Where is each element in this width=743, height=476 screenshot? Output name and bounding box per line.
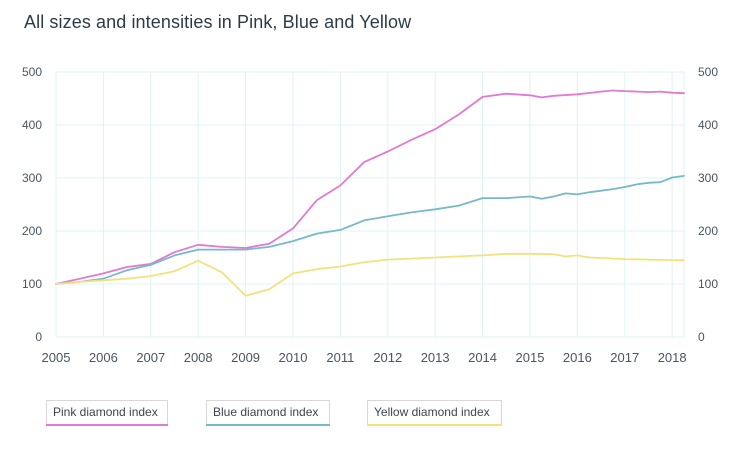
legend-item-yellow[interactable]: Yellow diamond index bbox=[367, 400, 502, 426]
series-lines bbox=[55, 89, 685, 297]
y-tick-right-100: 100 bbox=[698, 277, 718, 291]
x-tick-2009: 2009 bbox=[231, 350, 260, 365]
x-tick-2012: 2012 bbox=[373, 350, 402, 365]
y-tick-right-0: 0 bbox=[698, 330, 705, 344]
y-tick-left-400: 400 bbox=[22, 118, 42, 132]
chart-title: All sizes and intensities in Pink, Blue … bbox=[24, 12, 412, 32]
x-tick-2005: 2005 bbox=[42, 350, 71, 365]
y-tick-left-0: 0 bbox=[35, 330, 42, 344]
x-tick-2016: 2016 bbox=[563, 350, 592, 365]
x-tick-2010: 2010 bbox=[279, 350, 308, 365]
series-line-blue bbox=[55, 175, 685, 285]
x-tick-2008: 2008 bbox=[184, 350, 213, 365]
y-tick-right-400: 400 bbox=[698, 118, 718, 132]
x-tick-2018: 2018 bbox=[658, 350, 687, 365]
legend-swatch-blue bbox=[206, 424, 330, 426]
legend-item-pink[interactable]: Pink diamond index bbox=[46, 400, 168, 426]
y-tick-right-500: 500 bbox=[698, 65, 718, 79]
legend-swatch-pink bbox=[46, 424, 168, 426]
y-tick-left-500: 500 bbox=[22, 65, 42, 79]
y-tick-right-300: 300 bbox=[698, 171, 718, 185]
legend-item-blue[interactable]: Blue diamond index bbox=[206, 400, 330, 426]
legend-label-pink: Pink diamond index bbox=[53, 405, 158, 419]
grid bbox=[55, 71, 685, 338]
x-tick-2007: 2007 bbox=[136, 350, 165, 365]
y-tick-left-300: 300 bbox=[22, 171, 42, 185]
legend-label-blue: Blue diamond index bbox=[213, 405, 319, 419]
y-tick-left-200: 200 bbox=[22, 224, 42, 238]
x-tick-2013: 2013 bbox=[421, 350, 450, 365]
x-tick-2011: 2011 bbox=[326, 350, 354, 365]
series-line-yellow bbox=[55, 252, 685, 297]
y-axis-right: 0 100 200 300 400 500 bbox=[698, 65, 718, 344]
y-axis-left: 0 100 200 300 400 500 bbox=[22, 65, 42, 344]
y-tick-left-100: 100 bbox=[22, 277, 42, 291]
y-tick-right-200: 200 bbox=[698, 224, 718, 238]
x-axis: 2005 2006 2007 2008 2009 2010 2011 2012 2013 2014… bbox=[42, 350, 687, 365]
legend-label-yellow: Yellow diamond index bbox=[374, 405, 490, 419]
x-tick-2014: 2014 bbox=[468, 350, 497, 365]
series-line-pink bbox=[55, 89, 685, 285]
x-tick-2015: 2015 bbox=[516, 350, 545, 365]
legend-swatch-yellow bbox=[367, 424, 502, 426]
x-tick-2017: 2017 bbox=[610, 350, 639, 365]
x-tick-2006: 2006 bbox=[89, 350, 118, 365]
